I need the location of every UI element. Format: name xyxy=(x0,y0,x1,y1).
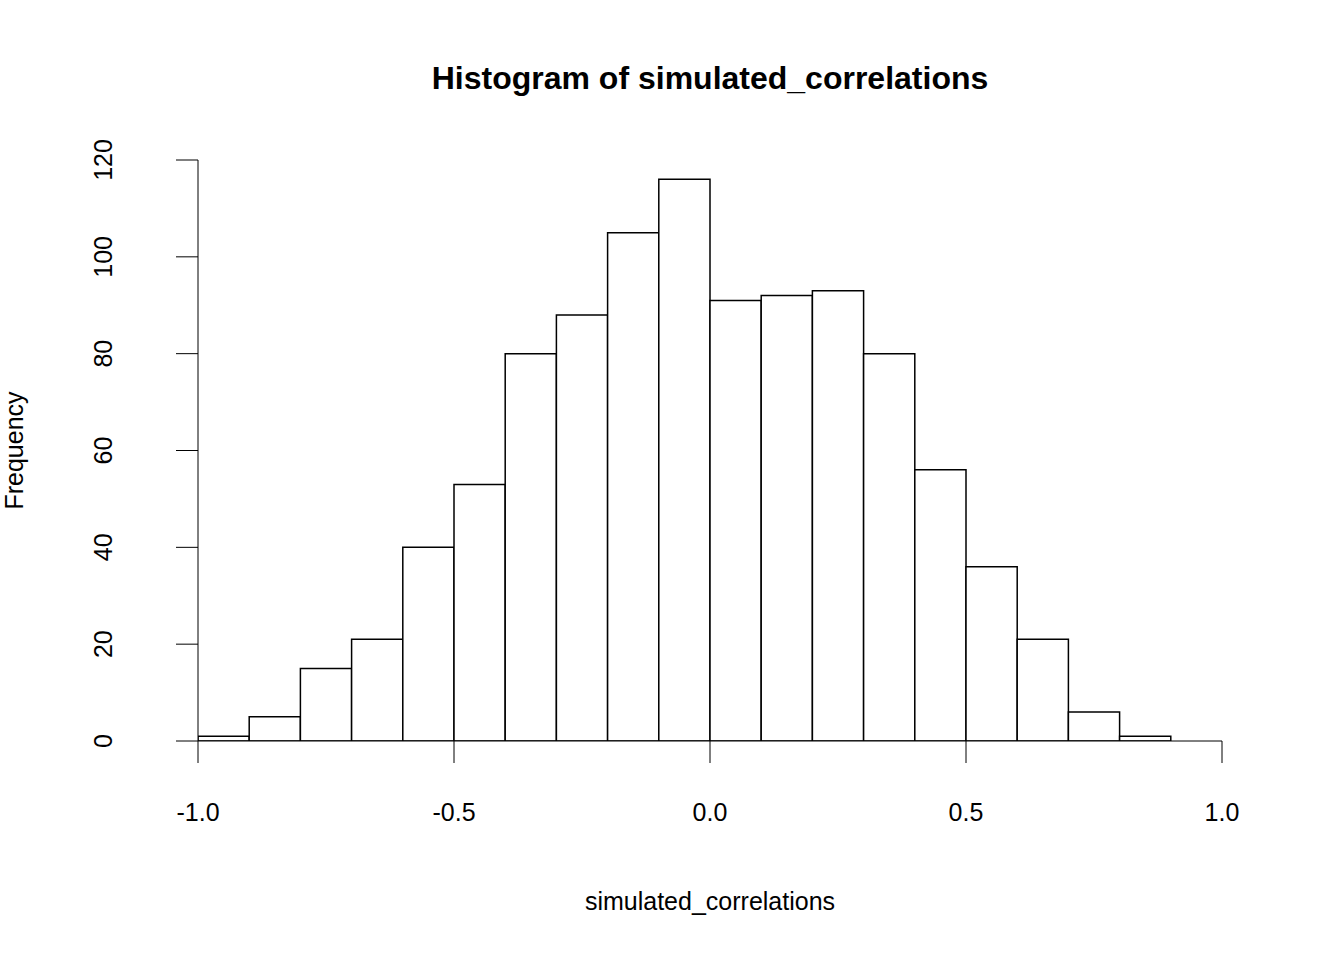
svg-text:80: 80 xyxy=(89,340,117,368)
svg-text:60: 60 xyxy=(89,437,117,465)
svg-text:0: 0 xyxy=(89,734,117,748)
svg-text:40: 40 xyxy=(89,533,117,561)
html-text:Histogram of simulated_correla: Histogram of simulated_correlations xyxy=(431,60,989,96)
svg-text:simulated_correlations: simulated_correlations xyxy=(585,887,835,915)
svg-text:0.5: 0.5 xyxy=(949,798,984,826)
svg-text:120: 120 xyxy=(89,139,117,181)
svg-text:20: 20 xyxy=(89,630,117,658)
svg-text:Frequency: Frequency xyxy=(8,391,28,510)
svg-text:100: 100 xyxy=(89,236,117,278)
svg-text:0.0: 0.0 xyxy=(693,798,728,826)
svg-text:1.0: 1.0 xyxy=(1205,798,1240,826)
svg-text:-1.0: -1.0 xyxy=(176,798,219,826)
svg-text:-0.5: -0.5 xyxy=(432,798,475,826)
